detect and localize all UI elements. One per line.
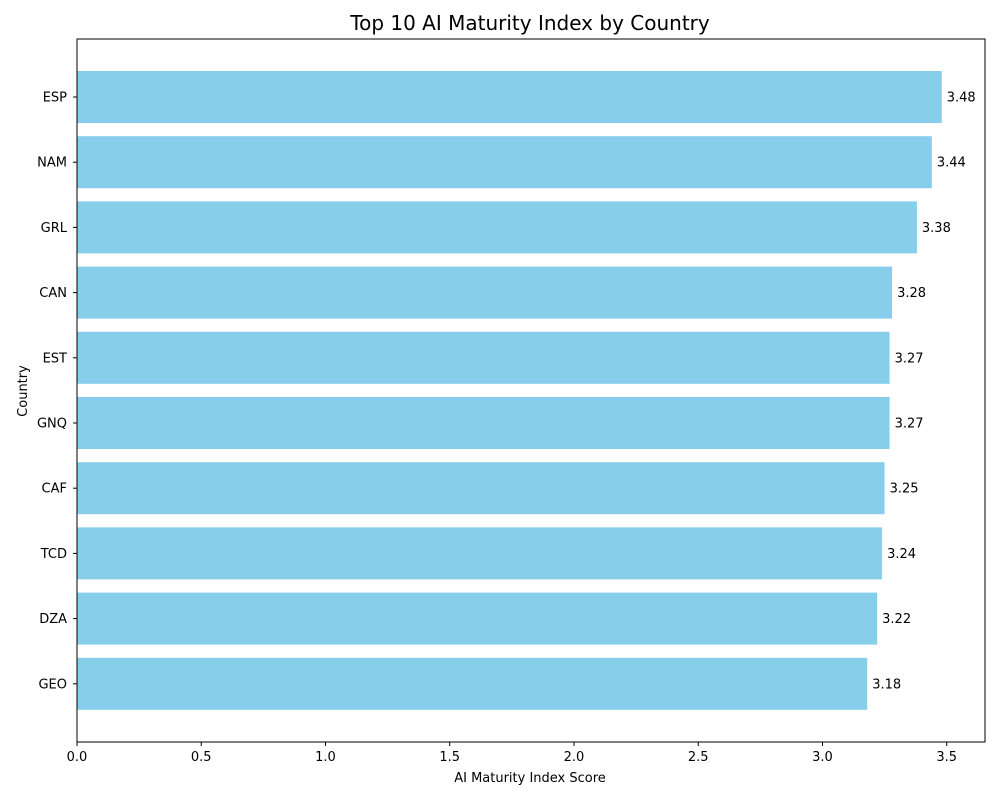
x-axis-label: AI Maturity Index Score	[454, 771, 606, 786]
x-tick-label: 1.0	[315, 750, 336, 765]
bar-gnq	[77, 397, 890, 449]
x-tick-label: 3.5	[936, 750, 957, 765]
y-tick-label-esp: ESP	[43, 91, 67, 106]
bar-nam	[77, 136, 932, 189]
bar-geo	[77, 657, 868, 710]
x-tick-label: 0.0	[67, 750, 88, 765]
y-tick-label-gnq: GNQ	[37, 417, 67, 432]
y-tick-label-can: CAN	[39, 286, 67, 301]
bar-grl	[77, 201, 917, 254]
chart-title: Top 10 AI Maturity Index by Country	[349, 11, 710, 35]
bar-can	[77, 266, 893, 319]
bar-tcd	[77, 527, 883, 580]
bar-esp	[77, 71, 942, 123]
x-axis-ticks: 0.0 0.5 1.0 1.5 2.0 2.5 3.0 3.5	[67, 742, 957, 765]
x-tick-label: 3.0	[812, 750, 833, 765]
x-tick-label: 1.5	[439, 750, 460, 765]
y-axis-ticks: ESP NAM GRL CAN EST GNQ CAF TCD DZA GEO	[37, 91, 77, 692]
bar-dza	[77, 592, 878, 645]
y-tick-label-dza: DZA	[39, 612, 67, 627]
y-tick-label-grl: GRL	[41, 221, 68, 236]
bar-caf	[77, 462, 885, 515]
data-label-can: 3.28	[897, 286, 926, 301]
data-label-est: 3.27	[895, 351, 924, 366]
y-tick-label-nam: NAM	[37, 156, 67, 171]
y-tick-label-tcd: TCD	[40, 547, 67, 562]
y-tick-label-caf: CAF	[42, 482, 67, 497]
data-label-dza: 3.22	[882, 612, 911, 627]
data-label-nam: 3.44	[937, 156, 966, 171]
x-tick-label: 2.0	[564, 750, 585, 765]
data-label-caf: 3.25	[890, 482, 919, 497]
data-labels-layer: 3.48 3.44 3.38 3.28 3.27 3.27 3.25 3.24 3.22 3.18	[872, 91, 976, 693]
plot-frame	[76, 38, 986, 743]
y-tick-label-est: EST	[43, 351, 67, 366]
data-label-grl: 3.38	[922, 221, 951, 236]
data-label-gnq: 3.27	[895, 417, 924, 432]
bar-est	[77, 331, 890, 384]
bars-layer	[77, 71, 942, 710]
data-label-esp: 3.48	[947, 91, 976, 106]
data-label-geo: 3.18	[872, 677, 901, 692]
x-tick-label: 0.5	[191, 750, 212, 765]
x-tick-label: 2.5	[688, 750, 709, 765]
y-axis-label: Country	[16, 365, 31, 417]
data-label-tcd: 3.24	[887, 547, 916, 562]
y-tick-label-geo: GEO	[38, 677, 67, 692]
